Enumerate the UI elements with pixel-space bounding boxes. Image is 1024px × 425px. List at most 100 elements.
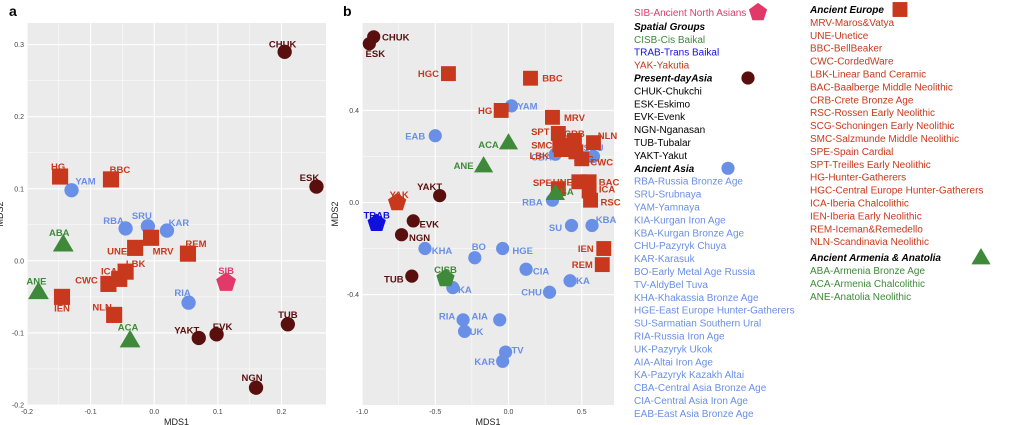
legend-present-item: ESK-Eskimo (634, 99, 691, 110)
legend-ancient-asia-item: SRU-Srubnaya (634, 190, 702, 201)
marker-evk (406, 214, 420, 228)
point-label-hge: HGE (512, 246, 533, 257)
point-label-evk: EVK (213, 322, 233, 333)
point-label-nln: NLN (598, 131, 618, 142)
legend-spatial-item: TRAB-Trans Baikal (634, 48, 719, 59)
legend-armenia-header: Ancient Armenia & Anatolia (809, 253, 941, 264)
legend-present-item: TUB-Tubalar (634, 138, 692, 149)
plot-background (27, 23, 326, 405)
point-label-ien: IEN (54, 303, 70, 314)
marker-uk (457, 324, 472, 338)
y-tick-label: 0.3 (14, 42, 24, 49)
marker-cia (519, 262, 533, 276)
y-tick-label: -0.4 (347, 292, 359, 299)
point-label-chu: CHU (521, 288, 542, 299)
legend-armenia-item: ACA-Armenia Chalcolithic (810, 279, 925, 290)
point-label-mrv: MRV (153, 246, 175, 257)
marker-aba (545, 183, 565, 201)
point-label-cwc: CWC (590, 157, 613, 168)
legend-europe-item: CRB-Crete Bronze Age (810, 95, 914, 106)
legend-europe-header: Ancient Europe (809, 5, 884, 16)
marker-ien (596, 241, 612, 256)
legend-armenia-item: ANE-Anatolia Neolithic (810, 292, 911, 303)
marker-nln (106, 306, 123, 323)
legend-europe-marker (892, 2, 908, 17)
marker-ria (181, 295, 196, 310)
marker-ane (28, 281, 49, 300)
point-label-tub: TUB (278, 310, 298, 321)
point-label-cwc: CWC (75, 275, 98, 286)
point-label-aca: ACA (118, 323, 139, 334)
x-tick-label: 0.0 (504, 409, 514, 416)
y-axis-label: MDS2 (0, 201, 5, 226)
legend-ancient-asia-item: KIA-Kurgan Iron Age (634, 215, 726, 226)
point-label-lbk: LBK (529, 151, 549, 162)
legend-armenia-item: ABA-Armenia Bronze Age (810, 266, 925, 277)
legend-sib-entry: SIB-Ancient North Asians (634, 8, 746, 19)
point-label-su: SU (549, 223, 562, 234)
point-label-sru: SRU (132, 211, 152, 222)
x-tick-label: -0.2 (21, 409, 33, 416)
y-tick-label: 0.0 (349, 200, 359, 207)
legend-present-item: YAKT-Yakut (634, 151, 687, 162)
point-label-ka: KA (576, 276, 590, 287)
marker-ngn (394, 228, 409, 242)
point-label-kha: KHA (432, 246, 453, 257)
point-label-aba: ABA (553, 187, 574, 198)
point-label-nln: NLN (92, 302, 112, 313)
legend-spatial-item: YAK-Yakutia (634, 61, 690, 72)
point-label-rba: RBA (103, 216, 124, 227)
y-axis-label: MDS2 (330, 201, 340, 226)
legend-europe-item: SMC-Salzmunde Middle Neolithic (810, 134, 959, 145)
point-label-hg: HG (478, 106, 492, 117)
point-label-eab: EAB (405, 131, 425, 142)
x-tick-label: 0.5 (577, 409, 587, 416)
marker-su (564, 218, 579, 233)
marker-esk (362, 37, 376, 51)
point-label-cia: CIA (533, 267, 550, 278)
point-label-evk: EVK (420, 219, 440, 230)
point-label-rsc: RSC (601, 198, 621, 209)
point-label-kar: KAR (169, 218, 190, 229)
legend: SIB-Ancient North Asians Spatial Groups CI… (633, 2, 991, 420)
marker-nln (586, 135, 601, 151)
marker-kar (496, 354, 510, 368)
marker-evk (209, 327, 224, 342)
marker-trab (367, 213, 386, 231)
point-label-aba: ABA (49, 228, 70, 239)
legend-europe-item: LBK-Linear Band Ceramic (810, 70, 926, 81)
point-label-ngn: NGN (241, 373, 262, 384)
point-label-sib: SIB (218, 266, 234, 277)
marker-une (127, 239, 144, 256)
legend-ancient-asia-item: KAR-Karasuk (634, 254, 696, 265)
legend-spatial-item: CISB-Cis Baikal (634, 35, 705, 46)
x-tick-label: 0.0 (149, 409, 159, 416)
legend-europe-item: MRV-Maros&Vatya (810, 18, 895, 29)
legend-present-header: Present-dayAsia (634, 74, 713, 85)
legend-europe-item: HG-Hunter-Gatherers (810, 173, 906, 184)
legend-armenia-marker (971, 248, 991, 265)
legend-present-item: CHUK-Chukchi (634, 86, 702, 97)
marker-bbc (102, 171, 120, 188)
point-label-hgc: HGC (418, 69, 439, 80)
legend-europe-item: NLN-Scandinavia Neolithic (810, 237, 929, 248)
point-label-lbk: LBK (126, 259, 146, 270)
marker-mrv (142, 229, 160, 246)
y-tick-label: 0.0 (14, 258, 24, 265)
point-label-chuk: CHUK (382, 32, 410, 43)
marker-aca (119, 329, 141, 348)
marker-hgc (441, 66, 456, 82)
legend-ancient-asia-item: EAB-East Asia Bronze Age (634, 409, 754, 420)
marker-rsc (583, 192, 598, 208)
panel-letter: a (9, 3, 17, 19)
marker-cisb (436, 268, 455, 287)
legend-europe-item: ICA-Iberia Chalcolithic (810, 199, 909, 210)
marker-eab (428, 129, 442, 143)
legend-europe-item: BAC-Baalberge Middle Neolithic (810, 82, 953, 93)
marker-sib (216, 272, 236, 291)
marker-ien (53, 288, 71, 305)
point-label-rba: RBA (522, 198, 543, 209)
point-label-spt: SPT (531, 127, 550, 138)
legend-europe-item: BBC-BellBeaker (810, 44, 883, 55)
